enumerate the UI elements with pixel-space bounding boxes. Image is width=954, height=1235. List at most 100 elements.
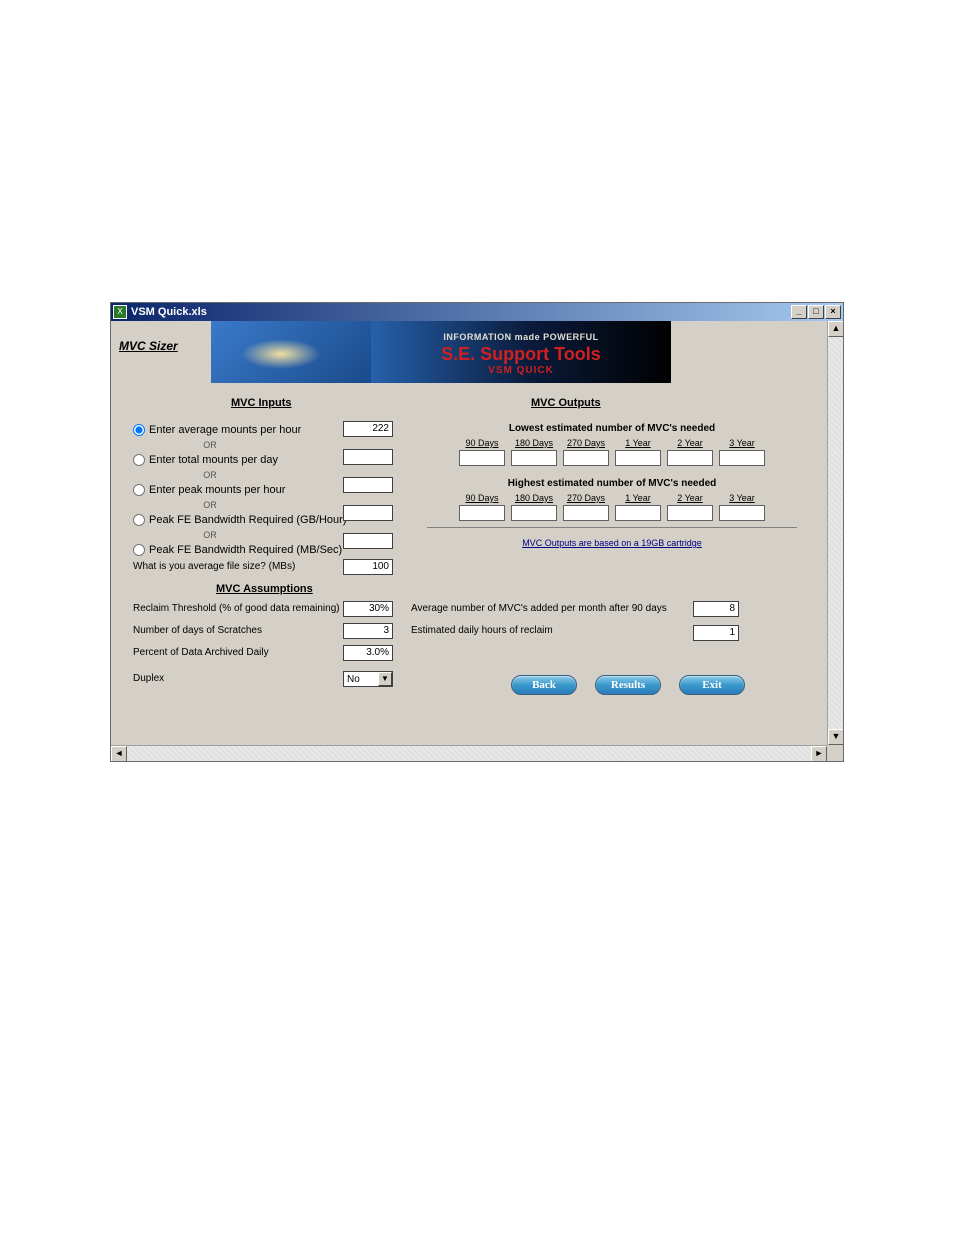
field-peak-gb[interactable] — [343, 505, 393, 521]
radio-peak-mb-input[interactable] — [133, 544, 145, 556]
or-separator: OR — [133, 439, 273, 451]
reclaim-hours-row: Estimated daily hours of reclaim — [411, 625, 691, 636]
output-cell — [719, 450, 765, 466]
avg-added-row: Average number of MVC's added per month … — [411, 603, 691, 614]
avg-added-label: Average number of MVC's added per month … — [411, 603, 691, 614]
scroll-left-icon[interactable]: ◄ — [111, 746, 127, 761]
output-cell — [459, 450, 505, 466]
app-title: MVC Sizer — [119, 339, 178, 353]
output-cell — [563, 450, 609, 466]
radio-total-day-label: Enter total mounts per day — [149, 454, 278, 466]
banner-subtitle: VSM QUICK — [371, 365, 671, 376]
scroll-track[interactable] — [828, 337, 843, 729]
field-reclaim-hours: 1 — [693, 625, 739, 641]
field-avg-added: 8 — [693, 601, 739, 617]
exit-button[interactable]: Exit — [679, 675, 745, 695]
archived-row: Percent of Data Archived Daily — [133, 647, 269, 658]
field-reclaim[interactable]: 30% — [343, 601, 393, 617]
col-header: 180 Days — [511, 438, 557, 448]
scratches-row: Number of days of Scratches — [133, 625, 262, 636]
vertical-scrollbar[interactable]: ▲ ▼ — [827, 321, 843, 745]
field-avg-hour[interactable]: 222 — [343, 421, 393, 437]
output-cell — [667, 450, 713, 466]
field-avg-file-size[interactable]: 100 — [343, 559, 393, 575]
field-scratches[interactable]: 3 — [343, 623, 393, 639]
avg-file-size-label: What is you average file size? (MBs) — [133, 561, 295, 572]
field-archived[interactable]: 3.0% — [343, 645, 393, 661]
field-total-day[interactable] — [343, 449, 393, 465]
col-header: 2 Year — [667, 493, 713, 503]
assumptions-heading: MVC Assumptions — [216, 583, 313, 595]
radio-avg-hour-label: Enter average mounts per hour — [149, 424, 301, 436]
results-button[interactable]: Results — [595, 675, 661, 695]
scroll-track[interactable] — [127, 746, 811, 761]
col-header: 3 Year — [719, 493, 765, 503]
scroll-right-icon[interactable]: ► — [811, 746, 827, 761]
output-divider — [427, 527, 797, 528]
low-headers: 90 Days 180 Days 270 Days 1 Year 2 Year … — [407, 438, 817, 448]
output-cell — [459, 505, 505, 521]
window-title: VSM Quick.xls — [131, 306, 791, 318]
reclaim-row: Reclaim Threshold (% of good data remain… — [133, 603, 340, 614]
maximize-button[interactable]: □ — [808, 305, 824, 319]
col-header: 270 Days — [563, 438, 609, 448]
high-values — [407, 505, 817, 521]
duplex-select[interactable]: No ▼ — [343, 671, 393, 687]
output-cell — [563, 505, 609, 521]
banner-tagline: INFORMATION made POWERFUL — [371, 332, 671, 342]
radio-avg-hour-input[interactable] — [133, 424, 145, 436]
outputs-box: Lowest estimated number of MVC's needed … — [407, 417, 817, 548]
or-separator: OR — [133, 529, 273, 541]
dropdown-arrow-icon[interactable]: ▼ — [378, 672, 392, 686]
titlebar: X VSM Quick.xls _ □ × — [111, 303, 843, 321]
excel-icon: X — [113, 305, 127, 319]
output-cell — [615, 505, 661, 521]
field-peak-hour[interactable] — [343, 477, 393, 493]
output-cell — [511, 450, 557, 466]
radio-peak-mb-label: Peak FE Bandwidth Required (MB/Sec) — [149, 544, 342, 556]
banner-title: S.E. Support Tools — [371, 344, 671, 365]
scroll-down-icon[interactable]: ▼ — [828, 729, 843, 745]
col-header: 1 Year — [615, 438, 661, 448]
radio-peak-hour-label: Enter peak mounts per hour — [149, 484, 285, 496]
col-header: 3 Year — [719, 438, 765, 448]
scratches-label: Number of days of Scratches — [133, 625, 262, 636]
avg-file-size-row: What is you average file size? (MBs) — [133, 561, 295, 572]
back-button[interactable]: Back — [511, 675, 577, 695]
high-headers: 90 Days 180 Days 270 Days 1 Year 2 Year … — [407, 493, 817, 503]
low-estimate-title: Lowest estimated number of MVC's needed — [407, 423, 817, 434]
or-separator: OR — [133, 469, 273, 481]
inputs-heading: MVC Inputs — [231, 397, 292, 409]
minimize-button[interactable]: _ — [791, 305, 807, 319]
banner-text: INFORMATION made POWERFUL S.E. Support T… — [371, 328, 671, 376]
header-banner: INFORMATION made POWERFUL S.E. Support T… — [211, 321, 671, 383]
output-cell — [719, 505, 765, 521]
duplex-value: No — [344, 674, 378, 685]
reclaim-hours-label: Estimated daily hours of reclaim — [411, 625, 691, 636]
button-row: Back Results Exit — [511, 675, 745, 695]
low-values — [407, 450, 817, 466]
close-button[interactable]: × — [825, 305, 841, 319]
radio-total-day-input[interactable] — [133, 454, 145, 466]
window-controls: _ □ × — [791, 305, 841, 319]
content-area: MVC Sizer INFORMATION made POWERFUL S.E.… — [111, 321, 843, 761]
archived-label: Percent of Data Archived Daily — [133, 647, 269, 658]
output-cell — [511, 505, 557, 521]
col-header: 270 Days — [563, 493, 609, 503]
radio-peak-gb-input[interactable] — [133, 514, 145, 526]
radio-peak-gb-label: Peak FE Bandwidth Required (GB/Hour) — [149, 514, 346, 526]
col-header: 1 Year — [615, 493, 661, 503]
banner-image — [211, 321, 371, 383]
output-note: MVC Outputs are based on a 19GB cartridg… — [407, 538, 817, 548]
col-header: 180 Days — [511, 493, 557, 503]
col-header: 90 Days — [459, 438, 505, 448]
or-separator: OR — [133, 499, 273, 511]
field-peak-mb[interactable] — [343, 533, 393, 549]
horizontal-scrollbar[interactable]: ◄ ► — [111, 745, 827, 761]
col-header: 90 Days — [459, 493, 505, 503]
resize-corner[interactable] — [827, 745, 843, 761]
output-cell — [615, 450, 661, 466]
radio-peak-hour-input[interactable] — [133, 484, 145, 496]
scroll-up-icon[interactable]: ▲ — [828, 321, 843, 337]
output-cell — [667, 505, 713, 521]
